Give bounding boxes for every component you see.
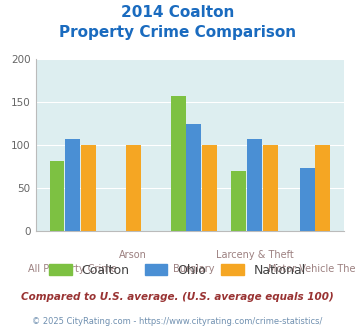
Text: Arson: Arson: [119, 250, 147, 260]
Text: Motor Vehicle Theft: Motor Vehicle Theft: [268, 264, 355, 274]
Bar: [202, 145, 217, 231]
Text: Larceny & Theft: Larceny & Theft: [215, 250, 293, 260]
Bar: [263, 145, 278, 231]
Text: Property Crime Comparison: Property Crime Comparison: [59, 25, 296, 40]
Bar: [171, 96, 186, 231]
Text: © 2025 CityRating.com - https://www.cityrating.com/crime-statistics/: © 2025 CityRating.com - https://www.city…: [32, 317, 323, 326]
Legend: Coalton, Ohio, National: Coalton, Ohio, National: [44, 259, 311, 282]
Bar: [126, 145, 141, 231]
Text: 2014 Coalton: 2014 Coalton: [121, 5, 234, 20]
Text: All Property Crime: All Property Crime: [28, 264, 117, 274]
Bar: [81, 145, 96, 231]
Bar: [65, 139, 80, 231]
Bar: [50, 161, 65, 231]
Bar: [315, 145, 330, 231]
Bar: [231, 171, 246, 231]
Bar: [300, 168, 315, 231]
Text: Compared to U.S. average. (U.S. average equals 100): Compared to U.S. average. (U.S. average …: [21, 292, 334, 302]
Bar: [186, 124, 201, 231]
Bar: [247, 139, 262, 231]
Text: Burglary: Burglary: [173, 264, 215, 274]
